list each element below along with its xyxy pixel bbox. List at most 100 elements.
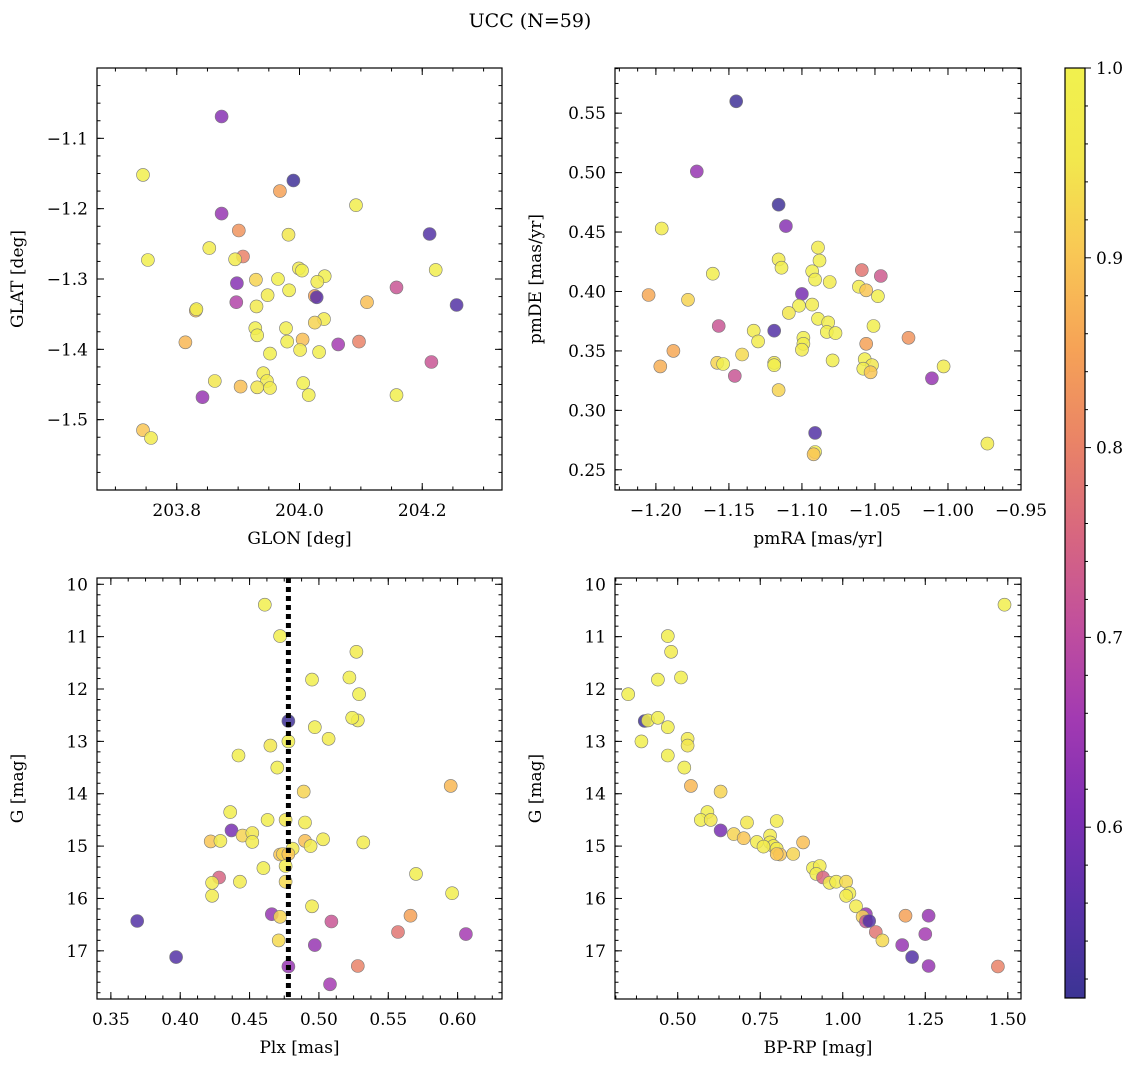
data-point [740,815,754,830]
data-point [422,227,437,241]
data-point [349,644,364,659]
colorbar-tick-label: 0.6 [1096,818,1123,838]
data-point [249,299,264,314]
data-point [641,288,656,302]
data-point [936,359,951,374]
data-point [260,813,275,827]
data-point [323,977,337,992]
data-point [716,357,730,371]
y-tick-label: −1.5 [47,411,88,431]
data-point [223,805,237,819]
data-point [674,670,688,685]
y-tick-label: 11 [584,628,606,648]
data-point [286,173,301,188]
axes-frame [96,67,503,491]
data-point [736,831,751,846]
data-point [689,164,704,179]
data-point [796,835,810,850]
x-tick-label: 0.55 [369,1010,407,1030]
data-point [811,240,825,255]
data-point [249,272,263,287]
data-point [839,874,853,889]
data-point [205,888,219,903]
y-tick-label: 15 [66,837,88,857]
data-point [250,328,265,343]
data-point [925,371,939,386]
data-point [331,337,346,352]
data-point [751,334,765,349]
x-tick-label: 0.50 [659,1010,697,1030]
x-tick-label: 1.00 [824,1010,862,1030]
data-point [769,814,784,828]
data-point [634,734,649,749]
data-point [178,335,193,350]
data-point [921,908,936,923]
data-point [654,221,669,236]
data-point [350,959,365,973]
x-tick-label: −1.05 [849,501,901,521]
x-tick-label: −1.15 [703,501,755,521]
x-tick-label: 0.35 [92,1010,130,1030]
data-point [169,950,183,964]
data-point [232,223,246,238]
data-point [680,738,695,753]
data-point [409,867,423,881]
x-tick-label: 1.25 [906,1010,944,1030]
colorbar-tick-label: 0.8 [1096,439,1123,459]
y-tick-label: 11 [66,628,88,648]
data-point [270,760,285,775]
data-point [449,298,464,312]
data-point [260,288,275,303]
x-tick-label: 0.50 [300,1010,338,1030]
data-point [263,381,277,395]
data-point [795,287,809,301]
plx-g-panel: 0.35 0.40 0.45 0.50 0.55 0.60 10 11 12 13 14 15 16 17… [8,575,503,1058]
y-tick-label: 13 [66,732,88,752]
data-point [767,358,782,373]
data-point [795,342,809,357]
data-point [729,94,744,109]
data-point [228,252,242,267]
y-axis-label: G [mag] [526,754,546,823]
data-point [828,326,843,340]
data-point [324,914,339,929]
data-point [735,347,749,362]
data-point [296,376,311,390]
data-point [428,263,443,277]
y-tick-label: −1.4 [47,340,88,360]
data-point [825,353,840,368]
data-point [305,672,319,687]
y-tick-label: 0.50 [568,164,606,184]
data-point [806,447,821,462]
data-point [859,336,874,351]
colorbar-tick-label: 0.7 [1096,628,1123,648]
data-point [282,283,296,298]
data-point [273,184,287,198]
x-axis-label: BP-RP [mag] [764,1038,873,1058]
data-point [769,847,784,861]
colorbar-tick-label: 1.0 [1096,59,1123,79]
data-point [202,241,217,255]
y-tick-label: 17 [66,942,88,962]
data-point [459,927,473,941]
data-point [677,760,692,775]
data-point [681,292,695,307]
data-point [774,260,789,275]
data-point [281,227,296,242]
data-point [859,283,874,298]
y-tick-label: 16 [66,889,88,909]
data-point [898,908,913,923]
data-point [901,330,916,345]
x-axis-label: pmRA [mas/yr] [753,529,882,549]
data-point [245,835,260,849]
data-point [389,280,404,295]
data-point [403,908,418,923]
x-tick-label: 204.2 [398,501,447,521]
data-point [653,359,668,374]
data-point [214,206,229,221]
y-axis-label: pmDE [mas/yr] [526,214,546,344]
y-tick-label: 0.25 [568,461,606,481]
data-point [895,938,910,952]
data-point [905,950,919,964]
data-point [189,302,204,317]
